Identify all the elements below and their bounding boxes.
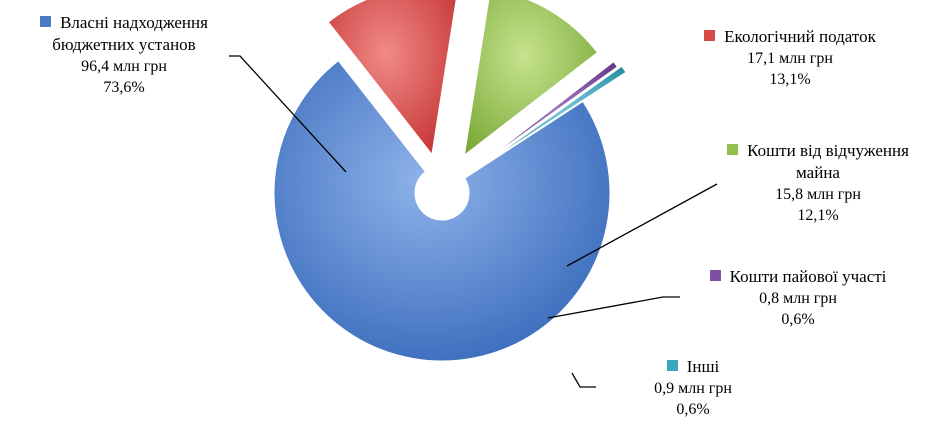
legend-marker-blue: [40, 16, 51, 27]
slice-2-value: 17,1 млн грн: [672, 48, 908, 69]
slice-4-name: Кошти пайової участі: [730, 267, 887, 286]
slice-1-name: Власні надходження бюджетних установ: [52, 13, 208, 54]
slice-5-value: 0,9 млн грн: [618, 378, 768, 399]
slice-2-percent: 13,1%: [672, 69, 908, 90]
data-label-property-sale: Кошти від відчуження майна 15,8 млн грн …: [720, 140, 916, 226]
slice-4-percent: 0,6%: [678, 309, 918, 330]
legend-marker-green: [727, 144, 738, 155]
legend-marker-purple: [710, 270, 721, 281]
data-label-eco-tax: Екологічний податок 17,1 млн грн 13,1%: [672, 26, 908, 90]
slice-3-percent: 12,1%: [720, 205, 916, 226]
leader-line-slice-5: [572, 373, 596, 387]
slice-5-percent: 0,6%: [618, 399, 768, 420]
slice-3-value: 15,8 млн грн: [720, 184, 916, 205]
slice-4-value: 0,8 млн грн: [678, 288, 918, 309]
slice-1-percent: 73,6%: [8, 77, 240, 98]
slice-5-name: Інші: [687, 357, 720, 376]
slice-3-name: Кошти від відчуження майна: [747, 141, 909, 182]
legend-marker-teal: [667, 360, 678, 371]
data-label-shared-participation: Кошти пайової участі 0,8 млн грн 0,6%: [678, 266, 918, 330]
slice-1-value: 96,4 млн грн: [8, 56, 240, 77]
legend-marker-red: [704, 30, 715, 41]
data-label-own-revenues: Власні надходження бюджетних установ 96,…: [8, 12, 240, 98]
data-label-other: Інші 0,9 млн грн 0,6%: [618, 356, 768, 420]
slice-2-name: Екологічний податок: [724, 27, 876, 46]
